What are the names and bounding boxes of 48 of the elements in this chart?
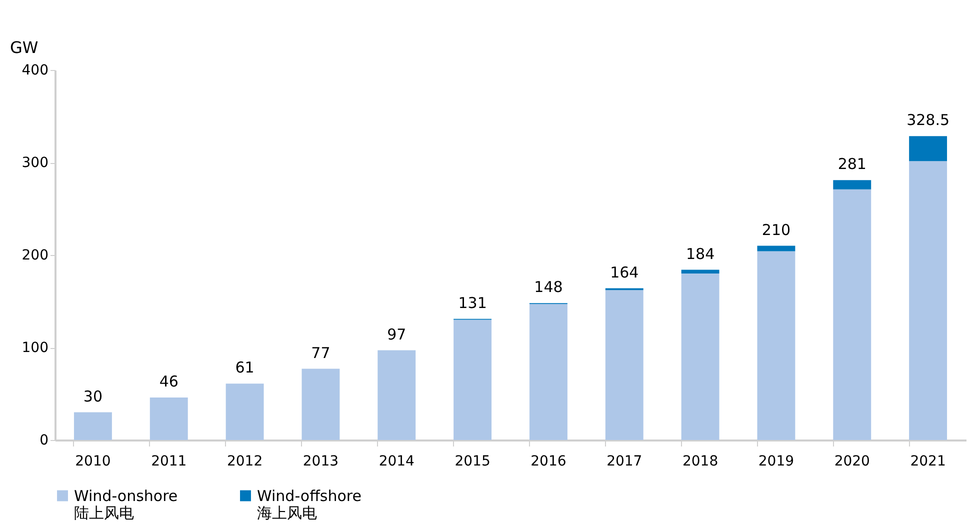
total-label: 328.5 [906,111,950,130]
x-tick-label: 2021 [910,454,946,470]
bar [454,320,492,440]
y-axis-title: GW [10,38,38,57]
total-label: 30 [83,387,103,406]
bar [302,368,340,440]
x-tick-label: 2014 [378,454,415,470]
total-label: 210 [762,220,791,239]
bar [378,350,416,440]
bar [757,246,796,252]
x-tick-label: 2012 [226,454,263,470]
total-label: 164 [610,263,639,282]
total-label: 97 [387,325,406,344]
total-label: 61 [235,358,254,377]
bar [909,136,948,162]
total-label: 77 [311,344,330,362]
x-tick-label: 2018 [682,454,718,470]
x-tick-label: 2016 [530,454,566,470]
total-label: 46 [159,372,178,390]
y-tick-label: 300 [22,155,48,171]
bar [74,412,112,440]
x-tick-label: 2020 [834,454,870,470]
bar [909,161,948,440]
x-tick-label: 2011 [151,454,187,470]
y-tick-label: 400 [22,62,48,78]
x-tick-label: 2015 [454,454,490,470]
bar [150,397,188,440]
total-label: 184 [686,244,715,263]
bar [605,290,644,440]
bar [681,274,720,440]
y-tick-label: 100 [22,340,48,356]
total-label: 148 [534,278,563,296]
total-label: 281 [838,155,866,174]
bar [681,270,720,274]
legend-label: Wind-onshore 陆上风电 [74,486,178,522]
x-tick-label: 2019 [758,454,794,470]
bar [833,189,872,440]
legend-label: Wind-offshore 海上风电 [257,486,362,522]
bar [529,304,568,440]
y-tick-label: 0 [40,432,48,448]
x-tick-label: 2017 [606,454,642,470]
bar [757,251,796,440]
x-tick-label: 2013 [302,454,339,470]
x-tick-label: 2010 [75,454,111,470]
total-label: 131 [458,294,487,312]
y-tick-label: 200 [22,248,48,264]
bar [226,384,264,440]
bar [833,180,872,190]
